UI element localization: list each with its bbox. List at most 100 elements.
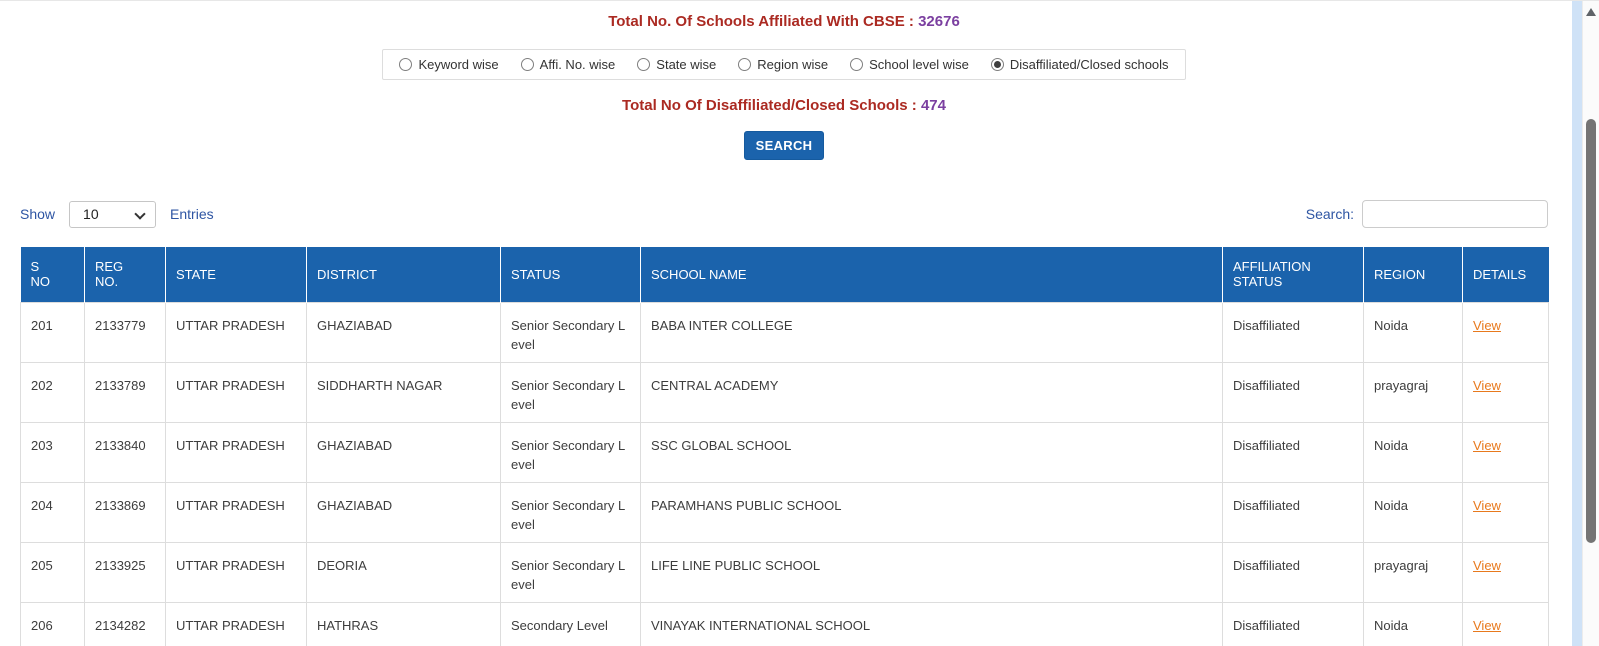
view-link[interactable]: View xyxy=(1473,557,1501,573)
cell-details: View xyxy=(1462,301,1549,363)
cell-affiliation-status: Disaffiliated xyxy=(1222,361,1364,423)
cell-state: UTTAR PRADESH xyxy=(165,601,307,646)
cell-reg-no: 2133869 xyxy=(84,481,166,543)
entries-label: Entries xyxy=(170,206,214,222)
page-size-control: Show 10 Entries xyxy=(20,200,214,228)
table-controls: Show 10 Entries Search: xyxy=(20,200,1548,228)
main-content: Total No. Of Schools Affiliated With CBS… xyxy=(20,1,1549,646)
cell-status: Secondary Level xyxy=(500,601,641,646)
cell-district: SIDDHARTH NAGAR xyxy=(306,361,501,423)
cell-affiliation-status: Disaffiliated xyxy=(1222,601,1364,646)
cell-state: UTTAR PRADESH xyxy=(165,481,307,543)
cell-s-no: 201 xyxy=(20,301,85,363)
radio-disaffiliated-closed-schools[interactable]: Disaffiliated/Closed schools xyxy=(990,57,1169,72)
cell-district: GHAZIABAD xyxy=(306,481,501,543)
entries-select-value: 10 xyxy=(83,206,99,222)
entries-select[interactable]: 10 xyxy=(69,200,157,228)
cell-status: Senior Secondary Level xyxy=(500,361,641,423)
cell-reg-no: 2133925 xyxy=(84,541,166,603)
total-disaffiliated-label: Total No Of Disaffiliated/Closed Schools… xyxy=(622,97,917,114)
cell-details: View xyxy=(1462,421,1549,483)
cell-details: View xyxy=(1462,361,1549,423)
table-row: 206 2134282 UTTAR PRADESH HATHRAS Second… xyxy=(20,601,1549,646)
col-header-region: REGION xyxy=(1363,247,1463,302)
cell-region: Noida xyxy=(1363,481,1463,543)
radio-button-icon[interactable] xyxy=(399,58,413,71)
cell-region: Noida xyxy=(1363,301,1463,363)
cell-s-no: 202 xyxy=(20,361,85,423)
cell-district: GHAZIABAD xyxy=(306,301,501,363)
view-link[interactable]: View xyxy=(1473,377,1501,393)
cell-affiliation-status: Disaffiliated xyxy=(1222,301,1364,363)
radio-affi-no-wise[interactable]: Affi. No. wise xyxy=(520,57,616,72)
search-button[interactable]: SEARCH xyxy=(744,131,824,160)
table-row: 202 2133789 UTTAR PRADESH SIDDHARTH NAGA… xyxy=(20,361,1549,423)
page-edge-strip xyxy=(1572,1,1582,646)
scrollbar-up-arrow-icon[interactable] xyxy=(1586,8,1596,16)
col-header-details: DETAILS xyxy=(1462,247,1549,302)
cell-school-name: SSC GLOBAL SCHOOL xyxy=(640,421,1223,483)
col-header-s-no: S NO xyxy=(20,247,85,302)
cell-s-no: 204 xyxy=(20,481,85,543)
cell-status: Senior Secondary Level xyxy=(500,541,641,603)
table-row: 204 2133869 UTTAR PRADESH GHAZIABAD Seni… xyxy=(20,481,1549,543)
table-row: 203 2133840 UTTAR PRADESH GHAZIABAD Seni… xyxy=(20,421,1549,483)
cell-s-no: 203 xyxy=(20,421,85,483)
cell-status: Senior Secondary Level xyxy=(500,481,641,543)
cell-reg-no: 2133779 xyxy=(84,301,166,363)
view-link[interactable]: View xyxy=(1473,437,1501,453)
cell-district: DEORIA xyxy=(306,541,501,603)
cell-s-no: 205 xyxy=(20,541,85,603)
cell-details: View xyxy=(1462,541,1549,603)
cell-s-no: 206 xyxy=(20,601,85,646)
cell-school-name: BABA INTER COLLEGE xyxy=(640,301,1223,363)
radio-button-icon[interactable] xyxy=(738,58,752,71)
radio-label: School level wise xyxy=(869,57,969,72)
cell-state: UTTAR PRADESH xyxy=(165,541,307,603)
view-link[interactable]: View xyxy=(1473,617,1501,633)
cell-district: HATHRAS xyxy=(306,601,501,646)
cell-affiliation-status: Disaffiliated xyxy=(1222,481,1364,543)
vertical-scrollbar[interactable] xyxy=(1582,1,1599,646)
col-header-affiliation-status: AFFILIATION STATUS xyxy=(1222,247,1364,302)
col-header-status: STATUS xyxy=(500,247,641,302)
radio-button-icon[interactable] xyxy=(520,58,534,71)
cell-school-name: CENTRAL ACADEMY xyxy=(640,361,1223,423)
total-affiliated-value: 32676 xyxy=(918,13,960,30)
cell-region: prayagraj xyxy=(1363,361,1463,423)
cell-reg-no: 2133789 xyxy=(84,361,166,423)
table-header-row: S NO REG NO. STATE DISTRICT STATUS SCHOO… xyxy=(20,247,1549,302)
scrollbar-thumb[interactable] xyxy=(1586,119,1596,543)
view-link[interactable]: View xyxy=(1473,497,1501,513)
cell-details: View xyxy=(1462,481,1549,543)
col-header-district: DISTRICT xyxy=(306,247,501,302)
cell-school-name: VINAYAK INTERNATIONAL SCHOOL xyxy=(640,601,1223,646)
chevron-down-icon xyxy=(134,207,146,220)
radio-button-selected-icon[interactable] xyxy=(990,58,1004,71)
total-disaffiliated-heading: Total No Of Disaffiliated/Closed Schools… xyxy=(20,97,1548,114)
radio-keyword-wise[interactable]: Keyword wise xyxy=(399,57,499,72)
table-row: 205 2133925 UTTAR PRADESH DEORIA Senior … xyxy=(20,541,1549,603)
cell-region: Noida xyxy=(1363,421,1463,483)
radio-label: Keyword wise xyxy=(418,57,499,72)
table-search-input[interactable] xyxy=(1362,200,1548,228)
cell-region: prayagraj xyxy=(1363,541,1463,603)
view-link[interactable]: View xyxy=(1473,317,1501,333)
radio-button-icon[interactable] xyxy=(637,58,651,71)
table-search-control: Search: xyxy=(1306,200,1548,228)
cell-state: UTTAR PRADESH xyxy=(165,361,307,423)
radio-school-level-wise[interactable]: School level wise xyxy=(850,57,969,72)
radio-label: Affi. No. wise xyxy=(539,57,616,72)
col-header-reg-no: REG NO. xyxy=(84,247,166,302)
radio-region-wise[interactable]: Region wise xyxy=(738,57,828,72)
search-label: Search: xyxy=(1305,206,1354,222)
radio-label: Region wise xyxy=(757,57,829,72)
cell-affiliation-status: Disaffiliated xyxy=(1222,541,1364,603)
total-affiliated-label: Total No. Of Schools Affiliated With CBS… xyxy=(608,13,914,30)
cell-state: UTTAR PRADESH xyxy=(165,301,307,363)
total-affiliated-heading: Total No. Of Schools Affiliated With CBS… xyxy=(20,1,1548,30)
col-header-school-name: SCHOOL NAME xyxy=(640,247,1223,302)
radio-state-wise[interactable]: State wise xyxy=(637,57,716,72)
cell-school-name: LIFE LINE PUBLIC SCHOOL xyxy=(640,541,1223,603)
radio-button-icon[interactable] xyxy=(850,58,864,71)
